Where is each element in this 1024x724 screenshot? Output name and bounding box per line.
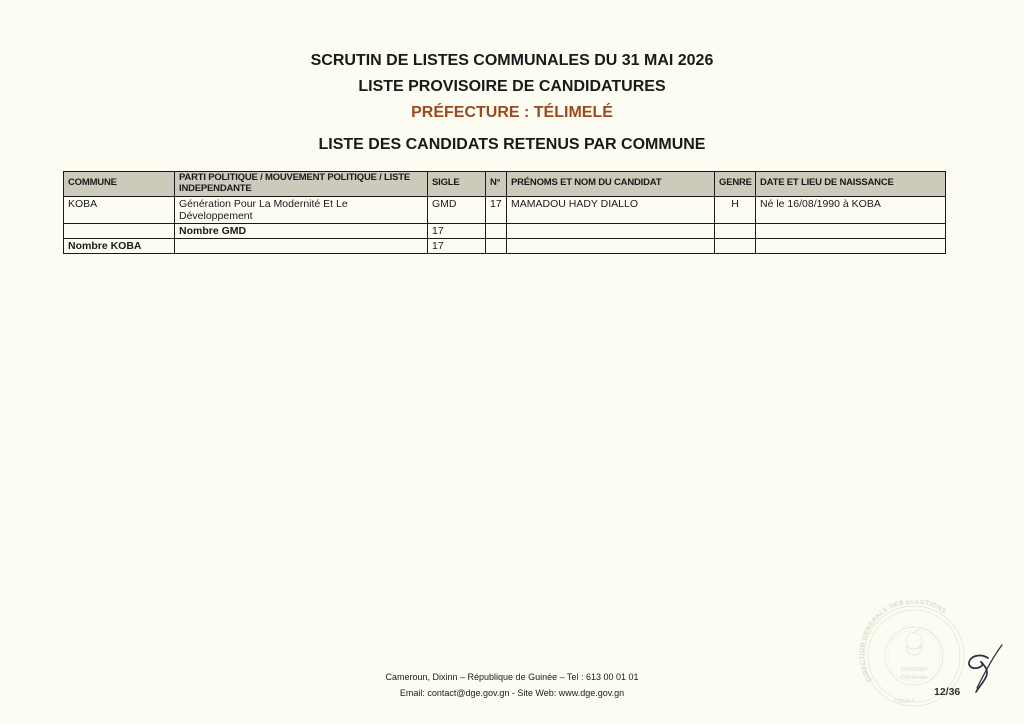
svg-text:Direction: Direction — [901, 666, 927, 673]
svg-text:Générale: Générale — [900, 674, 927, 681]
svg-text:* 2024 *: * 2024 * — [894, 699, 914, 705]
